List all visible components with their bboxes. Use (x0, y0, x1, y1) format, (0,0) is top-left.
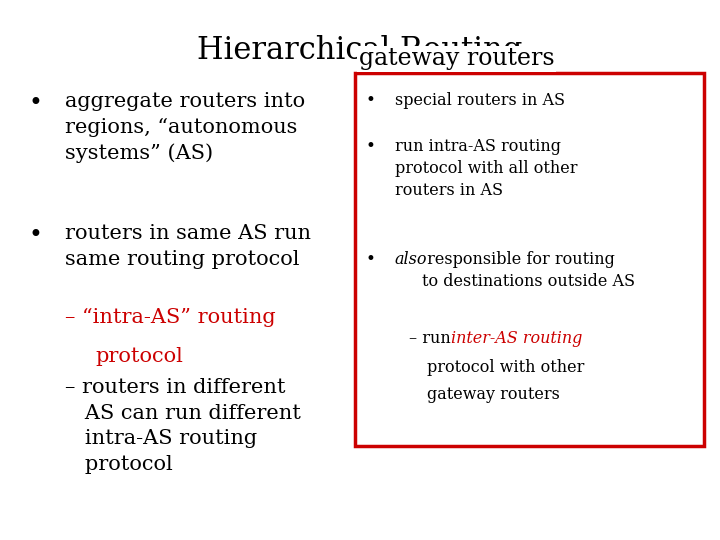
Text: •: • (366, 92, 376, 109)
Text: also: also (395, 251, 427, 268)
Text: •: • (366, 251, 376, 268)
Text: run intra-AS routing
protocol with all other
routers in AS: run intra-AS routing protocol with all o… (395, 138, 577, 199)
Text: special routers in AS: special routers in AS (395, 92, 564, 109)
Text: •: • (29, 224, 42, 247)
Text: •: • (29, 92, 42, 115)
Text: – run: – run (409, 330, 456, 347)
Text: – “intra-AS” routing: – “intra-AS” routing (65, 308, 276, 327)
Text: protocol with other: protocol with other (427, 359, 585, 375)
Text: aggregate routers into
regions, “autonomous
systems” (AS): aggregate routers into regions, “autonom… (65, 92, 305, 164)
Text: gateway routers: gateway routers (427, 386, 560, 403)
Text: protocol: protocol (95, 347, 183, 366)
Text: routers in same AS run
same routing protocol: routers in same AS run same routing prot… (65, 224, 311, 269)
Text: gateway routers: gateway routers (359, 47, 554, 70)
Bar (355, 73, 704, 446)
Text: •: • (366, 138, 376, 154)
Text: Hierarchical Routing: Hierarchical Routing (197, 35, 523, 66)
Text: inter-AS routing: inter-AS routing (451, 330, 582, 347)
Text: responsible for routing
to destinations outside AS: responsible for routing to destinations … (422, 251, 635, 291)
Text: – routers in different
   AS can run different
   intra-AS routing
   protocol: – routers in different AS can run differ… (65, 378, 301, 474)
